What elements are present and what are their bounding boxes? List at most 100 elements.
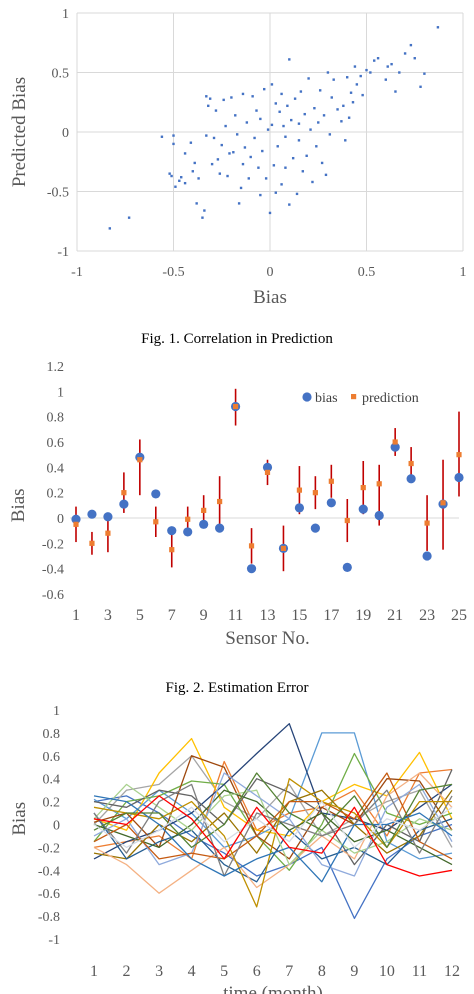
series-line	[93, 800, 453, 849]
data-point	[297, 139, 301, 142]
legend-label-bias: bias	[315, 391, 338, 406]
y-tick-label: 1	[53, 704, 60, 719]
data-point	[369, 71, 372, 74]
x-tick-label: 7	[285, 963, 293, 980]
data-point	[423, 72, 426, 75]
x-tick-label: 2	[123, 963, 131, 980]
y-tick-label: 0.5	[52, 67, 70, 82]
data-point	[309, 128, 312, 131]
x-axis-title: Sensor No.	[225, 628, 309, 649]
x-tick-label: 10	[379, 963, 395, 980]
data-point	[297, 122, 301, 125]
series-line	[93, 789, 453, 866]
data-point	[174, 185, 177, 188]
bias-point	[422, 551, 432, 561]
x-tick-label: 6	[253, 963, 261, 980]
data-point	[313, 107, 316, 110]
y-tick-label: 0	[53, 819, 60, 834]
data-point	[274, 191, 277, 194]
bias-point	[342, 562, 352, 572]
y-tick-label: -0.6	[42, 588, 64, 603]
series-line	[93, 772, 453, 849]
data-point	[214, 109, 218, 112]
data-point	[278, 110, 281, 113]
data-point	[224, 124, 227, 128]
series-line	[93, 795, 453, 877]
prediction-point	[73, 521, 79, 527]
y-tick-label: 0	[57, 512, 64, 527]
prediction-point	[440, 500, 446, 506]
bias-point	[326, 498, 336, 508]
data-point	[255, 109, 258, 112]
data-point	[286, 104, 289, 108]
x-tick-label: -1	[71, 265, 83, 280]
fig1-scatter-chart: -1 -0.5 0 0.5 1 -1 -0.5 0 0.5 1 Bias Predicted Bias	[9, 7, 467, 308]
data-point	[284, 166, 287, 169]
data-point	[218, 172, 222, 175]
data-point	[222, 98, 225, 102]
bias-point	[246, 564, 257, 574]
data-point	[317, 121, 320, 124]
data-point	[193, 161, 196, 165]
prediction-point	[408, 460, 414, 467]
prediction-point	[360, 485, 366, 491]
data-point	[359, 74, 362, 78]
data-point	[351, 101, 355, 104]
bias-point	[167, 526, 177, 536]
bias-point	[294, 503, 305, 513]
data-point	[376, 57, 380, 60]
y-tick-label: 0.4	[43, 773, 61, 788]
bias-point	[215, 523, 225, 533]
data-point	[189, 141, 193, 144]
data-point	[245, 121, 249, 124]
prediction-point	[264, 469, 271, 475]
data-point	[234, 114, 237, 117]
data-point	[261, 149, 264, 153]
data-point	[274, 102, 277, 105]
prediction-point	[424, 520, 430, 526]
data-point	[216, 158, 220, 161]
x-tick-label: 0.5	[358, 265, 376, 280]
prediction-point	[153, 519, 159, 525]
data-point	[305, 154, 308, 157]
prediction-point	[312, 490, 318, 496]
data-point	[241, 92, 245, 96]
data-point	[249, 155, 252, 159]
bias-point	[151, 489, 161, 499]
x-tick-label: 21	[387, 607, 403, 624]
data-point	[282, 124, 285, 128]
data-point	[232, 151, 235, 154]
bias-point	[390, 442, 400, 452]
x-tick-label: 25	[451, 607, 467, 624]
prediction-point	[376, 481, 382, 487]
x-tick-label: 7	[168, 607, 176, 624]
bias-point	[199, 519, 209, 529]
data-point	[243, 146, 247, 149]
bias-point	[358, 504, 368, 514]
y-tick-label: 0.2	[47, 487, 65, 502]
data-point	[409, 43, 413, 47]
x-axis-title: time (month)	[223, 983, 323, 994]
x-tick-label: 3	[104, 607, 112, 624]
series-line	[93, 769, 453, 866]
data-point	[212, 136, 216, 140]
x-tick-label: 1	[90, 963, 98, 980]
data-point	[336, 108, 339, 111]
data-point	[361, 93, 364, 97]
legend-marker-bias	[302, 392, 312, 402]
prediction-point	[392, 439, 398, 445]
series-line	[93, 723, 453, 860]
data-point	[315, 145, 318, 148]
data-point	[268, 211, 272, 215]
data-point	[340, 120, 343, 123]
y-tick-label: 1	[62, 7, 69, 22]
data-point	[205, 134, 208, 137]
data-point	[259, 117, 262, 121]
series-line	[93, 772, 453, 894]
prediction-point	[248, 543, 255, 549]
data-point	[220, 143, 223, 147]
data-point	[436, 26, 440, 29]
x-tick-label: 17	[323, 607, 339, 624]
y-axis-title: Bias	[8, 488, 29, 522]
series-line	[93, 795, 453, 883]
